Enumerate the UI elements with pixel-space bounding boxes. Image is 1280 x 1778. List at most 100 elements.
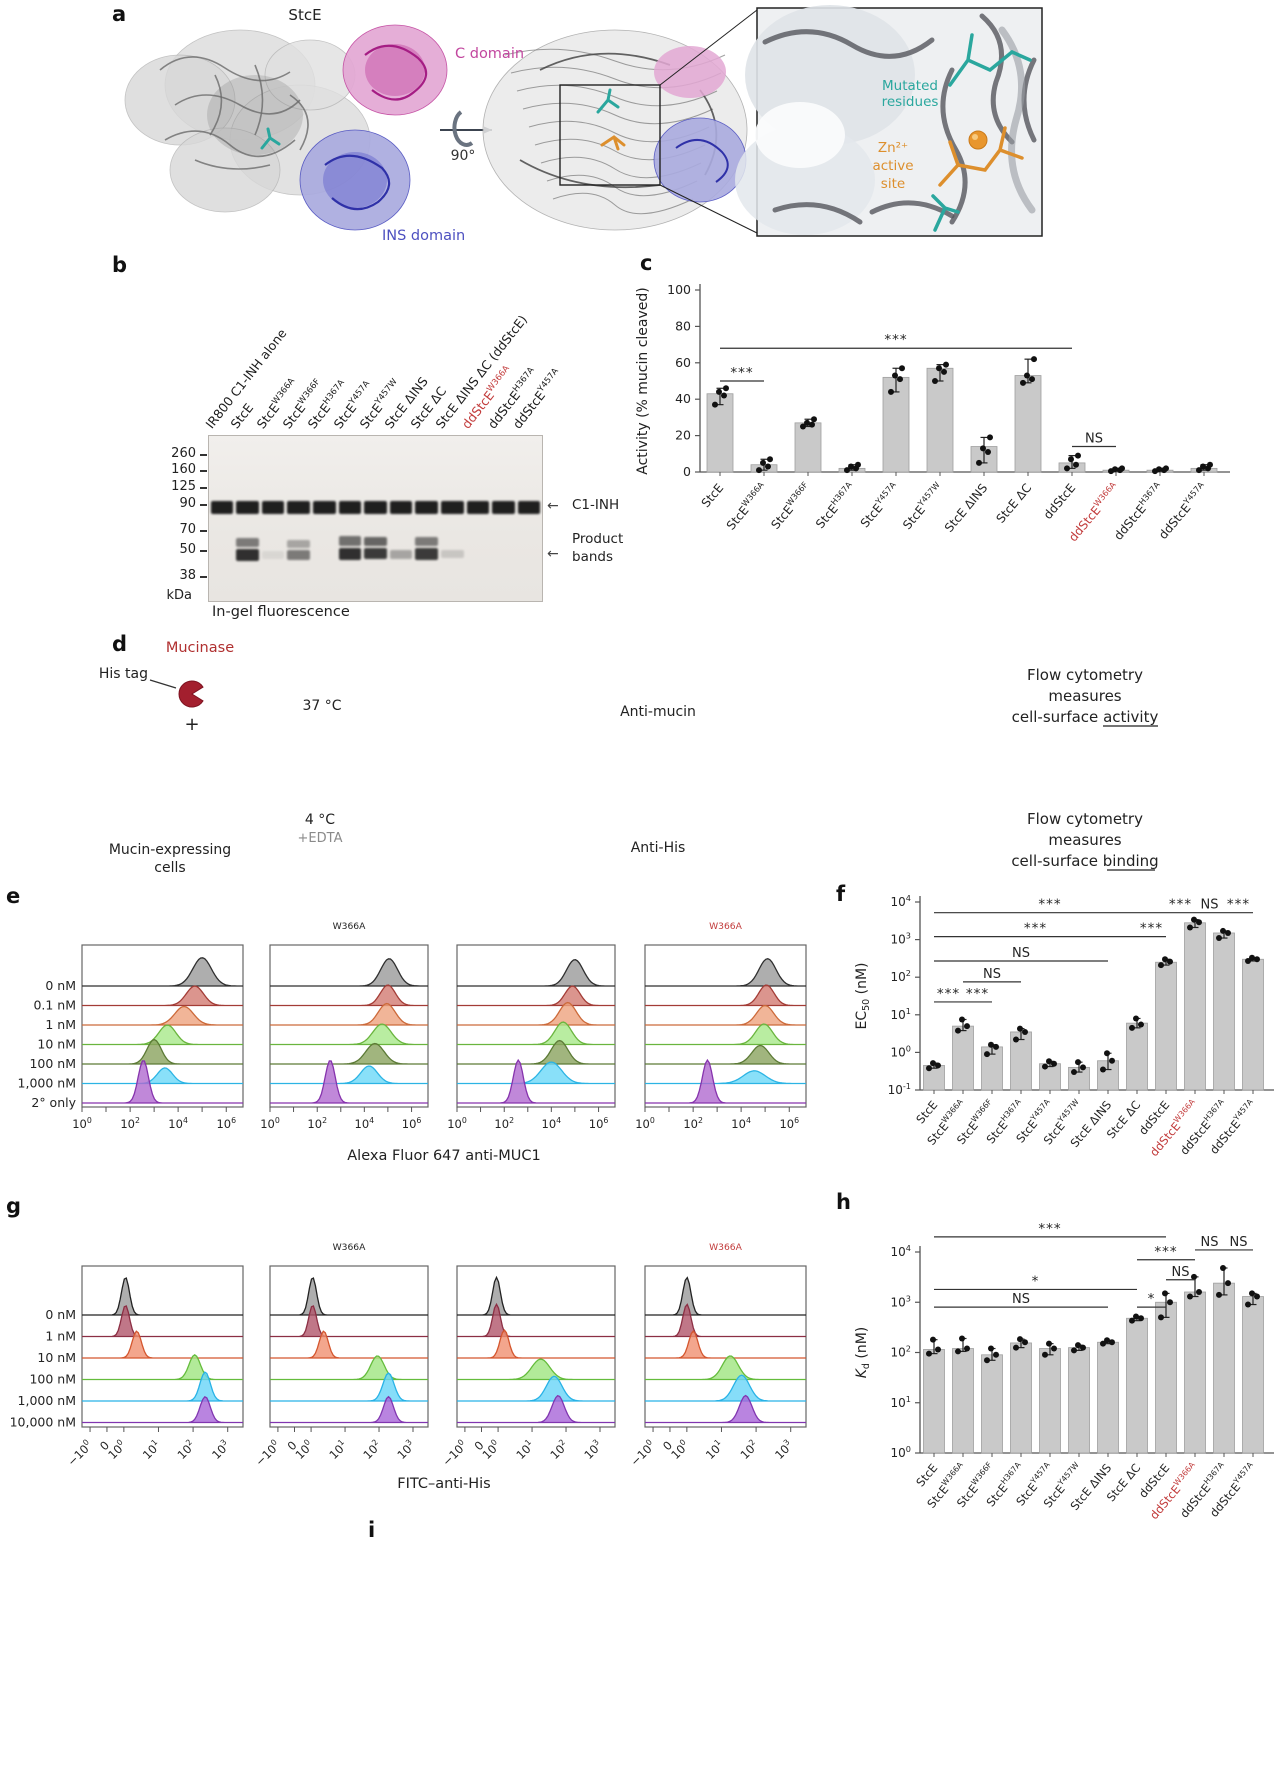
y-tick: 101: [891, 1394, 911, 1410]
panel-c-activity-chart: 0 20 40 60 80 100 StcEStcEW366AStcEW366FStcEH3…: [635, 282, 1230, 544]
data-point: [1075, 1342, 1081, 1349]
flow-binding-text: Flow cytometry: [1027, 810, 1143, 828]
significance-label: NS: [1230, 1235, 1248, 1250]
row-label: 1 nM: [45, 1017, 76, 1032]
flow-histogram: [645, 1058, 806, 1104]
significance-label: *: [1148, 1291, 1156, 1307]
bar: [923, 1349, 945, 1454]
y-tick: 10-1: [888, 1081, 911, 1097]
data-point: [1162, 1290, 1168, 1297]
data-point: [760, 459, 766, 466]
y-tick: 103: [891, 1293, 911, 1309]
data-point: [993, 1043, 999, 1050]
data-point: [1245, 1301, 1251, 1308]
data-point: [765, 463, 771, 470]
zn-sphere: [968, 130, 988, 150]
y-axis-label: Kd (nM): [854, 1327, 872, 1379]
edta-label: +EDTA: [298, 831, 343, 846]
gel-band: [364, 501, 387, 514]
flow-histogram: [645, 958, 806, 987]
x-tick: 100: [447, 1116, 467, 1131]
gel-band: [338, 501, 362, 514]
flow-panel-title: W366A: [333, 921, 367, 932]
flow-histogram: [82, 1060, 243, 1104]
y-tick: 80: [675, 318, 691, 333]
mw-tick: [200, 487, 207, 489]
significance-label: NS: [1201, 1235, 1219, 1250]
data-point: [1196, 1288, 1202, 1295]
data-point: [926, 1065, 932, 1072]
chart-c: 0 20 40 60 80 100 StcEStcEW366AStcEW366FStcEH3…: [667, 282, 1230, 544]
x-category-label: StcE ΔINS: [942, 481, 990, 535]
gel-band: [261, 551, 285, 559]
svg-text:measures: measures: [1048, 831, 1121, 849]
data-point: [1158, 1314, 1164, 1321]
flow-histogram: [645, 1355, 806, 1381]
flow-panel-title: W366A: [709, 921, 743, 932]
data-point: [1216, 1291, 1222, 1298]
svg-text:residues: residues: [882, 94, 939, 110]
panel-a-structure: StcE C domain INS domain 90° Mutated res…: [124, 5, 1043, 244]
panel-label-c: c: [640, 251, 653, 275]
significance-label: NS: [1201, 898, 1219, 913]
x-category-label: StcEY457A: [856, 479, 902, 530]
data-point: [1022, 1028, 1028, 1035]
bar: [952, 1025, 974, 1091]
x-category-label: StcE: [913, 1098, 940, 1126]
significance-label: ***: [1169, 897, 1192, 913]
data-point: [1071, 1347, 1077, 1354]
x-tick: −100: [252, 1438, 283, 1469]
data-point: [1129, 1024, 1135, 1031]
gel-band: [210, 501, 234, 514]
data-point: [955, 1027, 961, 1034]
x-tick: 104: [542, 1116, 562, 1131]
c1inh-band-label: C1-INH: [572, 497, 620, 513]
flow-histogram: [82, 1024, 243, 1046]
flow-histogram: [645, 1276, 806, 1316]
flow-histogram: [457, 1302, 615, 1338]
x-tick: 102: [307, 1116, 327, 1131]
data-point: [930, 1060, 936, 1067]
flow-histogram: [457, 1329, 615, 1359]
data-point: [767, 456, 773, 463]
gel-band: [389, 550, 413, 559]
data-point: [1225, 1280, 1231, 1287]
data-point: [988, 1041, 994, 1048]
x-category-label: StcE ΔC: [993, 481, 1034, 526]
flow-panel: [644, 1265, 807, 1428]
plus-sign: +: [184, 714, 199, 735]
gel-band: [517, 501, 541, 514]
x-category-label: ddStcE: [1041, 481, 1079, 522]
significance-label: ***: [1154, 1244, 1177, 1260]
panel-label-f: f: [836, 882, 846, 906]
data-point: [926, 1350, 932, 1357]
data-point: [955, 1348, 961, 1355]
svg-text:cells: cells: [154, 860, 185, 876]
significance-label: ***: [730, 365, 753, 381]
row-label: 100 nM: [29, 1056, 76, 1071]
mw-marker: 90: [179, 496, 196, 511]
bar: [1213, 932, 1235, 1091]
flow-histogram: [645, 1374, 806, 1402]
chart-h: 100101102103104StcEStcEW366AStcEW366FStc…: [854, 1221, 1274, 1522]
y-tick: 60: [675, 355, 691, 370]
mw-marker: 260: [171, 446, 196, 461]
panel-g-flow-histograms: 0 nM 1 nM 10 nM 100 nM 1,000 nM 10,000 nM −100…: [10, 1242, 807, 1492]
data-point: [1138, 1315, 1144, 1322]
panel-label-a: a: [112, 2, 127, 26]
data-point: [809, 421, 815, 428]
flow-panel-title: W366A: [333, 1242, 367, 1253]
data-point: [930, 1336, 936, 1343]
data-point: [1075, 452, 1081, 459]
data-point: [943, 361, 949, 368]
bar: [1010, 1342, 1032, 1454]
data-point: [1075, 1059, 1081, 1066]
flow-histogram: [82, 1395, 243, 1424]
data-point: [1100, 1340, 1106, 1347]
flow-histogram: [270, 1023, 428, 1046]
row-label: 10,000 nM: [10, 1415, 76, 1430]
x-tick: 100: [635, 1116, 655, 1131]
data-point: [1129, 1317, 1135, 1324]
significance-label: ***: [1038, 1221, 1061, 1237]
y-tick: 100: [891, 1444, 911, 1460]
